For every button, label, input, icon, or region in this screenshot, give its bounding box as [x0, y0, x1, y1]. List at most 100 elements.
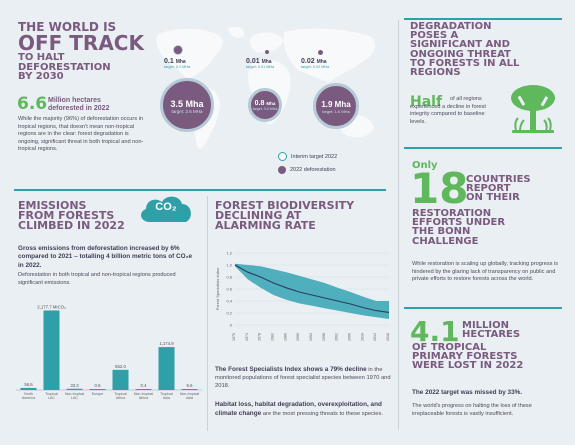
- y-tick-label-0: 1.2: [226, 251, 232, 256]
- tropical-title-line5: WERE LOST IN 2022: [412, 360, 524, 372]
- bar-7: [181, 389, 198, 390]
- x-tick-label-7: 1998: [322, 333, 326, 341]
- emissions-title-line1: EMISSIONS: [18, 199, 87, 212]
- confidence-band: [235, 263, 389, 319]
- tropical-title-line4: PRIMARY FORESTS: [412, 351, 518, 363]
- north-america-shape: [156, 28, 223, 80]
- bar-value-label-2: 33.3: [70, 383, 79, 388]
- degradation-title-line1: DEGRADATION: [410, 21, 492, 32]
- biodiversity-line-chart: 1.2 1.0 0.8 0.6 0.4 0.2 0 Forest Specialists In…: [215, 251, 390, 342]
- legend-deforestation-label: 2022 deforestation: [290, 167, 336, 173]
- degradation-title-line2: POSES A: [410, 30, 459, 42]
- emissions-title-line3: CLIMBED IN 2022: [18, 219, 125, 233]
- degradation-title-line3: SIGNIFICANT AND: [410, 39, 510, 51]
- bar-value-label-7: 9.6: [187, 383, 194, 388]
- tropical-number: 4.1: [410, 315, 460, 348]
- bar-category-label-5: Non-tropical Africa: [134, 392, 154, 400]
- greenland-shape: [228, 26, 245, 38]
- label-non-tropical-asia-value: 0.02: [301, 58, 315, 65]
- restoration-only: Only: [412, 160, 438, 171]
- divider-vertical-right: [398, 20, 399, 430]
- deforestation-body: While the majority (96%) of deforestatio…: [18, 116, 144, 153]
- tropical-title-line3: OF TROPICAL: [412, 342, 487, 353]
- bar-category-line2-2: LAC: [71, 396, 78, 400]
- x-tick-label-6: 1994: [309, 333, 313, 341]
- label-north-america-unit: Mha: [175, 59, 186, 65]
- y-tick-label-3: 0.6: [226, 287, 232, 292]
- bar-category-line1-1: Tropical: [45, 392, 58, 396]
- divider-top-right: [404, 18, 562, 20]
- bubble-tropical-asia-target: target: 1.6 MHa: [322, 109, 350, 114]
- deforested-stat-value: 6.6: [17, 94, 48, 114]
- legend-deforestation: 2022 deforestation: [278, 166, 337, 174]
- bar-category-label-6: Tropical Asia: [160, 392, 173, 400]
- bar-category-line1-0: North: [24, 392, 33, 396]
- bar-category-line2-6: Asia: [163, 396, 170, 400]
- x-tick-label-8: 2002: [335, 333, 339, 341]
- biodiversity-text1-bold: The Forest Specialists Index shows a 79%…: [215, 366, 367, 373]
- divider-top-left: [14, 189, 386, 191]
- bar-category-label-3: Europe: [92, 392, 104, 396]
- bar-value-label-3: 0.6: [95, 383, 102, 388]
- main-title-line5: BY 2030: [18, 70, 64, 82]
- emissions-title-line2: FROM FORESTS: [18, 209, 115, 223]
- restoration-title-lower: RESTORATION EFFORTS UNDER THE BONN CHALL…: [412, 208, 562, 246]
- restoration-title-line5: EFFORTS UNDER: [412, 217, 506, 229]
- bar-6: [158, 347, 175, 390]
- bubble-tropical-asia-value: 1.9 Mha: [321, 100, 351, 109]
- y-tick-label-5: 0.2: [226, 311, 232, 316]
- bar-category-line1-4: Tropical: [114, 392, 127, 396]
- bar-category-label-2: Non-tropical LAC: [65, 392, 85, 400]
- tropical-title: MILLION HECTARES: [462, 320, 562, 341]
- x-tick-label-2: 1978: [258, 333, 262, 341]
- main-title-line3: TO HALT: [18, 52, 65, 64]
- tropical-title-line1: MILLION: [462, 320, 510, 331]
- bar-0: [20, 387, 37, 390]
- y-tick-label-4: 0.4: [226, 299, 232, 304]
- y-tick-label-6: 0: [230, 323, 233, 328]
- y-axis-label: Forest Specialists Index: [215, 268, 220, 310]
- bar-value-label-5: 0.4: [141, 383, 148, 388]
- biodiversity-text2-bold: Habitat loss, habitat degradation, overe…: [215, 401, 382, 417]
- tropical-body: The world's progress on halting the loss…: [412, 403, 532, 417]
- biodiversity-text2-rest: are the most pressing threats to these s…: [261, 410, 383, 417]
- bubble-tropical-africa-target: target: 0.6 MHa: [252, 107, 278, 111]
- deforested-stat-label: Million hectares deforested in 2022: [48, 97, 109, 112]
- label-europe-target: target: 0.01 MHa: [246, 65, 275, 69]
- label-europe-unit: Mha: [261, 59, 272, 65]
- restoration-title: COUNTRIES REPORT ON THEIR: [466, 174, 566, 203]
- restoration-title-line1: COUNTRIES: [466, 174, 531, 185]
- x-tick-label-1: 1974: [245, 333, 249, 341]
- deforested-stat-label-line2: deforested in 2022: [48, 104, 110, 112]
- biodiversity-text2: Habitat loss, habitat degradation, overe…: [215, 401, 393, 419]
- restoration-title-line4: RESTORATION: [412, 208, 492, 219]
- label-north-america-value: 0.1: [164, 58, 174, 65]
- y-tick-label-1: 1.0: [226, 263, 232, 268]
- emissions-body: Deforestation in both tropical and non-t…: [18, 272, 176, 286]
- bar-category-line1-7: Non-tropical: [180, 392, 200, 396]
- bar-category-line2-1: LAC: [48, 396, 55, 400]
- tropical-title-line2: HECTARES: [462, 329, 521, 341]
- bar-value-label-6: 1,174.9: [159, 341, 174, 346]
- degradation-title-line5: TO FORESTS IN ALL: [410, 57, 520, 69]
- biodiversity-text1: The Forest Specialists Index shows a 79%…: [215, 366, 393, 390]
- bubble-tropical-africa-unit: Mha: [266, 101, 276, 106]
- bar-value-label-4: 552.0: [115, 364, 126, 369]
- europe-shape: [249, 32, 284, 53]
- tropical-missed: The 2022 target was missed by 33%.: [412, 389, 523, 396]
- bar-category-line1-2: Non-tropical: [65, 392, 85, 396]
- label-non-tropical-asia-unit: Mha: [316, 59, 327, 65]
- degradation-title-line6: REGIONS: [410, 66, 461, 78]
- co2-cloud-label: CO₂: [155, 201, 177, 213]
- restoration-number: 18: [410, 164, 469, 213]
- biodiversity-text1-rest: in the monitored populations of forest s…: [215, 367, 391, 389]
- bar-category-line2-5: Africa: [139, 396, 148, 400]
- bar-category-line2-7: Asia: [186, 396, 193, 400]
- x-tick-label-10: 2010: [360, 333, 364, 341]
- bar-category-line2-4: Africa: [116, 396, 125, 400]
- bar-category-line2-0: America: [22, 396, 35, 400]
- index-line: [234, 264, 390, 313]
- emissions-title: EMISSIONS FROM FORESTS CLIMBED IN 2022: [18, 199, 148, 233]
- x-tick-label-0: 1970: [232, 333, 236, 341]
